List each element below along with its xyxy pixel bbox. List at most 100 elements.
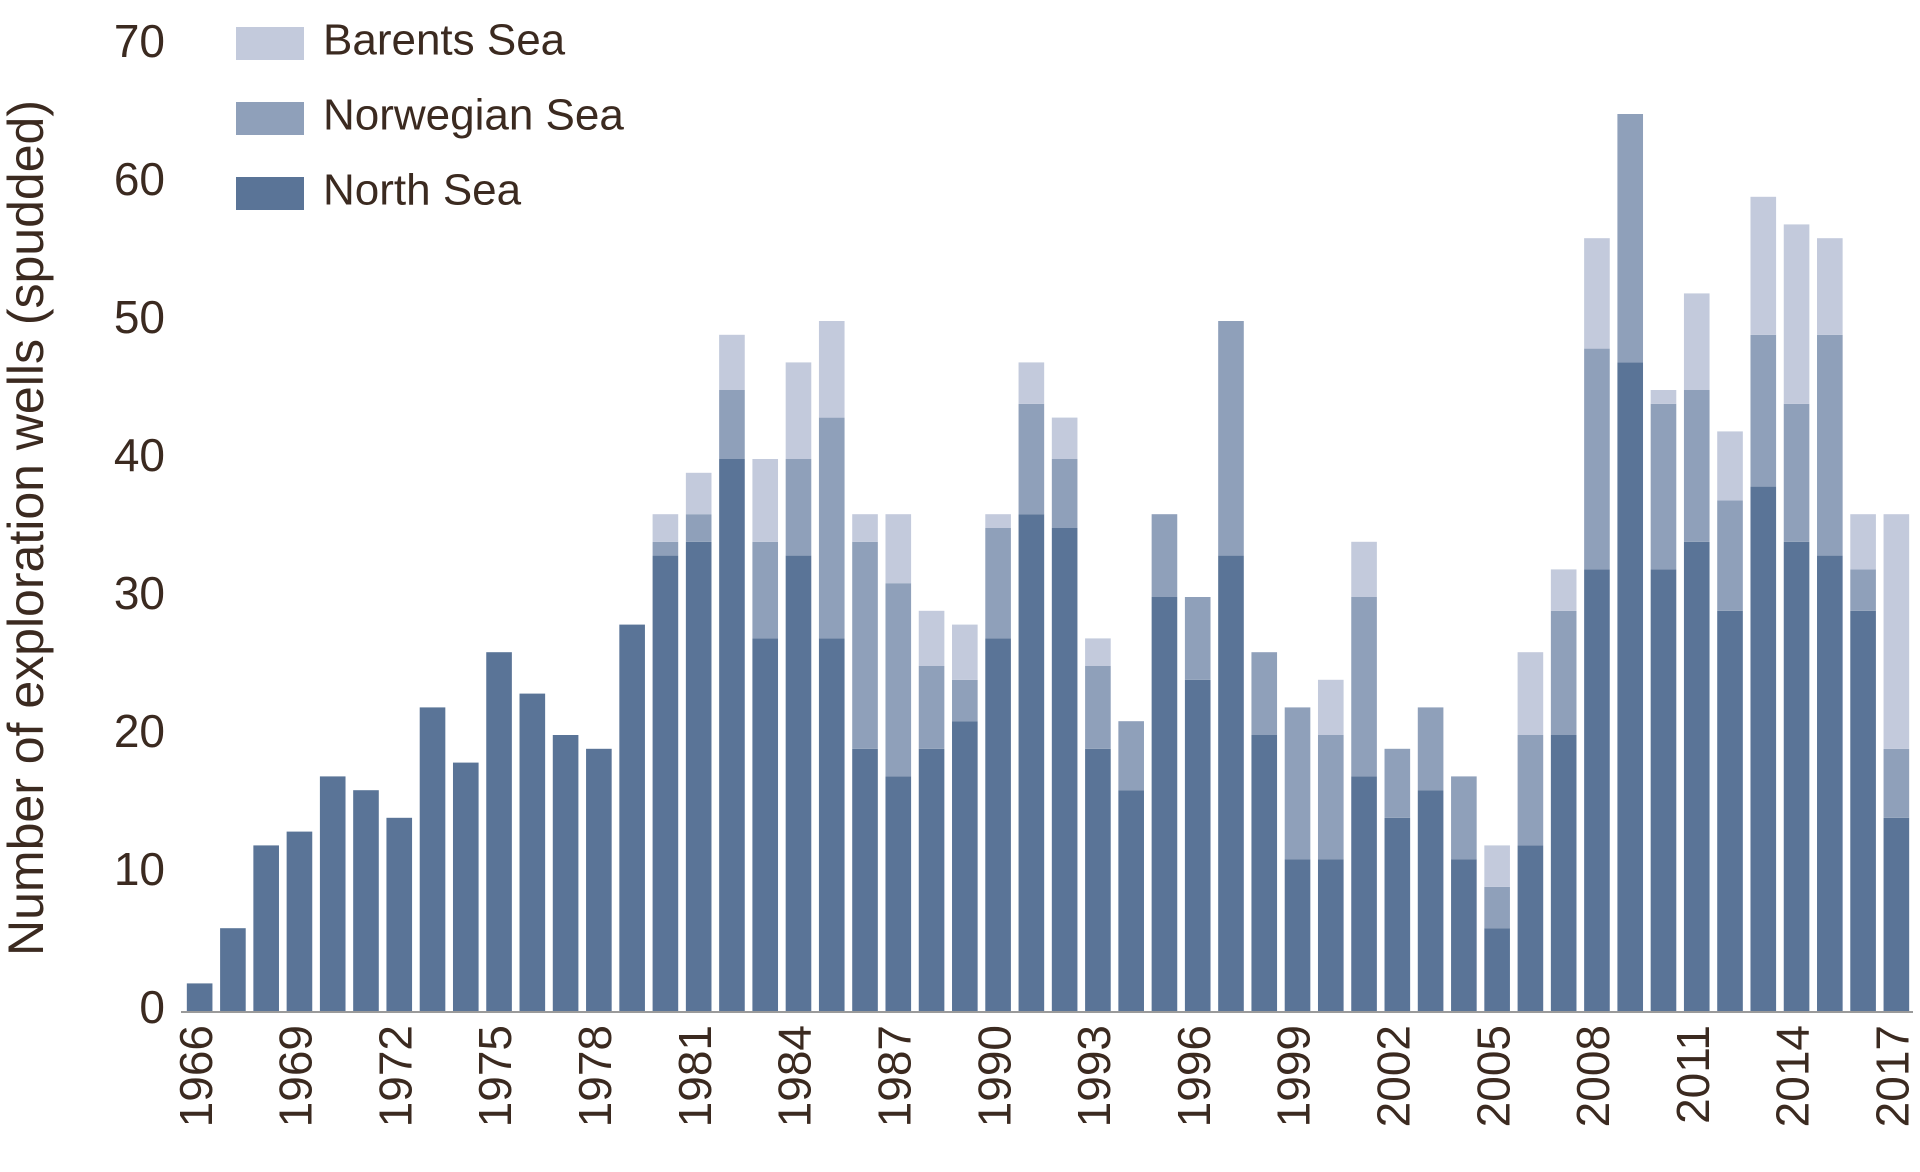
bar-segment [752, 459, 779, 542]
y-tick-label: 60 [114, 153, 165, 205]
bar-segment [918, 610, 945, 666]
x-tick-label: 1996 [1168, 1025, 1220, 1127]
x-tick-label: 1984 [769, 1025, 821, 1127]
bar-segment [818, 417, 845, 639]
x-tick-label: 1999 [1268, 1025, 1320, 1127]
bar-segment [1085, 666, 1111, 749]
y-tick-label: 10 [114, 843, 165, 895]
bar-segment [1184, 679, 1211, 1011]
bar-segment [1284, 707, 1311, 860]
bar-segment [386, 817, 413, 1011]
bar-segment [1351, 776, 1377, 1011]
bar-segment [586, 748, 612, 1011]
x-tick-label: 1975 [469, 1025, 521, 1127]
bar-segment [1584, 348, 1610, 570]
bar-segment [1051, 459, 1078, 528]
bar-segment [1317, 735, 1344, 860]
bar-segment [1550, 569, 1577, 611]
bar-segment [719, 459, 745, 1011]
bar-segment [1218, 555, 1244, 1011]
x-tick-label: 2008 [1567, 1025, 1619, 1127]
bar-segment [619, 624, 645, 1011]
bar-segment [1883, 817, 1910, 1011]
bar-segment [1118, 790, 1144, 1011]
bar-segment [1683, 293, 1710, 390]
bar-segment [519, 693, 546, 1011]
bar-segment [918, 666, 945, 749]
bar-segment [852, 541, 878, 749]
bar-segment [1517, 845, 1544, 1011]
bar-segment [253, 845, 279, 1011]
bar-segment [1051, 417, 1078, 459]
x-tick-label: 1987 [868, 1025, 920, 1127]
bar-segment [1783, 403, 1810, 542]
bar-segment [752, 541, 779, 639]
y-tick-label: 50 [114, 291, 165, 343]
bar-segment [952, 721, 978, 1011]
bar-segment [1151, 597, 1178, 1011]
bar-segment [752, 638, 779, 1011]
bar-segment [885, 583, 912, 777]
bar-segment [186, 983, 213, 1011]
bar-segment [1817, 334, 1843, 556]
bar-segment [1351, 541, 1377, 597]
bar-segment [719, 390, 745, 459]
x-tick-label: 1969 [270, 1025, 322, 1127]
bar-segment [1317, 859, 1344, 1011]
bar-segment [1650, 390, 1677, 404]
bar-segment [1550, 610, 1577, 735]
bar-segment [652, 514, 679, 542]
bar-segment [1817, 555, 1843, 1011]
bar-segment [952, 624, 978, 680]
bar-segment [1184, 597, 1211, 680]
bar-segment [818, 321, 845, 418]
bar-segment [1218, 321, 1244, 556]
x-tick-label: 2017 [1867, 1025, 1919, 1127]
bar-segment [885, 776, 912, 1011]
x-tick-label: 2014 [1767, 1025, 1819, 1127]
x-tick-label: 2002 [1367, 1025, 1419, 1127]
bar-segment [1151, 514, 1178, 597]
bar-segment [419, 707, 446, 1011]
bar-segment [1617, 114, 1644, 363]
bar-segment [1251, 652, 1278, 735]
bar-segment [1717, 431, 1743, 501]
bar-segment [1584, 569, 1610, 1011]
legend-label: Norwegian Sea [323, 91, 624, 140]
bar-segment [1683, 541, 1710, 1011]
bar-segment [1018, 403, 1045, 515]
bar-segment [1384, 817, 1411, 1011]
bar-segment [452, 762, 479, 1011]
bar-segment [353, 790, 379, 1011]
bar-segment [1018, 362, 1045, 404]
bar-segment [1384, 748, 1411, 818]
bar-segment [1817, 238, 1843, 335]
x-tick-label: 1966 [170, 1025, 222, 1127]
bar-segment [1517, 735, 1544, 846]
bar-segment [985, 638, 1011, 1011]
legend-label: Barents Sea [323, 16, 566, 65]
bar-segment [1085, 638, 1111, 666]
bar-segment [918, 748, 945, 1011]
x-tick-label: 1990 [968, 1025, 1020, 1127]
bar-segment [1417, 707, 1444, 791]
bar-segment [1683, 390, 1710, 542]
bar-segment [952, 679, 978, 722]
x-tick-label: 2011 [1667, 1025, 1719, 1124]
bar-segment [1451, 776, 1477, 860]
bar-segment [1317, 679, 1344, 735]
bar-segment [1883, 514, 1910, 749]
bar-segment [1085, 748, 1111, 1011]
bar-segment [1883, 748, 1910, 818]
x-tick-label: 1972 [369, 1025, 421, 1127]
bar-segment [1650, 403, 1677, 570]
legend-swatch [236, 27, 304, 60]
bar-segment [1783, 224, 1810, 404]
bar-segment [652, 541, 679, 556]
plot-area: 0 10 20 30 40 50 60 70 1966 1969 1972 1975 1978 1981 1… [114, 15, 1919, 1127]
bar-segment [1750, 486, 1777, 1012]
bar-segment [1517, 652, 1544, 735]
y-tick-label: 40 [114, 429, 165, 481]
bar-segment [1051, 528, 1078, 1011]
